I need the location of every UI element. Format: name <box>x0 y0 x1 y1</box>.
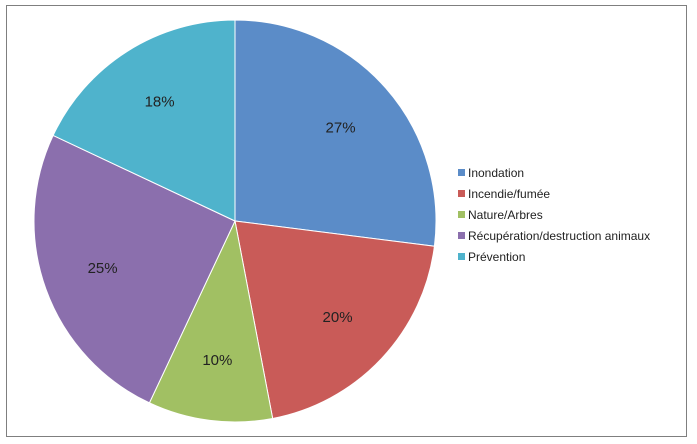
legend-swatch-4 <box>458 232 465 239</box>
legend-swatch-3 <box>458 211 465 218</box>
legend-label-4: Récupération/destruction animaux <box>468 228 651 243</box>
pie-slice-1 <box>234 19 437 247</box>
pie-labels: 27% 20% 10% 25% 18% <box>88 94 356 369</box>
legend-item-4: Récupération/destruction animaux <box>458 225 650 246</box>
pie-slice-3 <box>148 219 274 423</box>
legend-label-5: Prévention <box>468 249 526 264</box>
legend-label-1: Inondation <box>468 165 525 180</box>
legend: Inondation Incendie/fumée Nature/Arbres Réc… <box>458 162 650 267</box>
slice-label-5: 18% <box>145 94 175 111</box>
legend-swatch-1 <box>458 169 465 176</box>
pie-slice-2 <box>234 220 435 420</box>
legend-swatch-2 <box>458 190 465 197</box>
slice-label-1: 27% <box>326 119 356 136</box>
legend-label-3: Nature/Arbres <box>468 207 543 222</box>
pie-slice-5 <box>52 19 236 222</box>
pie-slices <box>33 19 437 423</box>
legend-item-2: Incendie/fumée <box>458 183 650 204</box>
legend-item-3: Nature/Arbres <box>458 204 650 225</box>
pie-slice-4 <box>33 134 236 404</box>
legend-swatch-5 <box>458 253 465 260</box>
legend-item-5: Prévention <box>458 246 650 267</box>
legend-label-2: Incendie/fumée <box>468 186 551 201</box>
slice-label-4: 25% <box>88 260 118 277</box>
legend-item-1: Inondation <box>458 162 650 183</box>
slice-label-2: 20% <box>323 309 353 326</box>
slice-label-3: 10% <box>202 352 232 369</box>
